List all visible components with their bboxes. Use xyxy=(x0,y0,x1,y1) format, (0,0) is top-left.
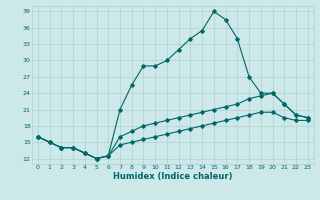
X-axis label: Humidex (Indice chaleur): Humidex (Indice chaleur) xyxy=(113,172,233,181)
